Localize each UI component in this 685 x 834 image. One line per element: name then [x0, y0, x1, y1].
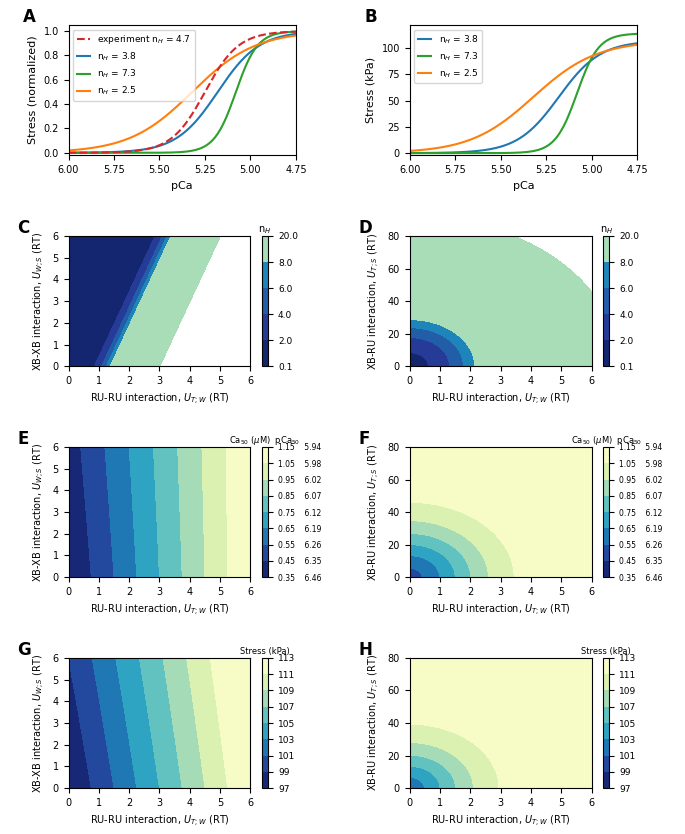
Title: n$_H$: n$_H$ — [599, 224, 613, 236]
Y-axis label: XB-RU interaction, $U_{T;S}$ (RT): XB-RU interaction, $U_{T;S}$ (RT) — [367, 655, 382, 791]
n$_H$ = 3.8 — [199, 108, 208, 118]
Legend: experiment n$_H$ = 4.7, n$_H$ = 3.8, n$_H$ = 7.3, n$_H$ = 2.5: experiment n$_H$ = 4.7, n$_H$ = 3.8, n$_… — [73, 29, 195, 101]
n$_H$ = 2.5 — [292, 31, 300, 41]
n$_H$ = 2.5 — [65, 145, 73, 155]
X-axis label: pCa: pCa — [512, 180, 534, 190]
Text: F: F — [359, 430, 370, 449]
n$_H$ = 3.8 — [292, 29, 300, 39]
n$_H$ = 2.5 — [540, 83, 549, 93]
n$_H$ = 7.3 — [203, 139, 212, 149]
Text: D: D — [359, 219, 373, 238]
Line: n$_H$ = 7.3: n$_H$ = 7.3 — [68, 32, 296, 153]
Line: n$_H$ = 3.8: n$_H$ = 3.8 — [410, 43, 637, 153]
n$_H$ = 7.3 — [597, 40, 606, 50]
X-axis label: RU-RU interaction, $U_{T;W}$ (RT): RU-RU interaction, $U_{T;W}$ (RT) — [431, 391, 571, 407]
n$_H$ = 2.5 — [203, 73, 212, 83]
n$_H$ = 2.5 — [545, 78, 553, 88]
experiment n$_H$ = 4.7 — [203, 82, 212, 92]
Text: A: A — [23, 8, 36, 27]
Title: n$_H$: n$_H$ — [258, 224, 272, 236]
n$_H$ = 3.8 — [203, 101, 212, 111]
Text: H: H — [359, 641, 373, 660]
Title: Stress (kPa): Stress (kPa) — [240, 646, 290, 656]
Y-axis label: XB-XB interaction, $U_{W;S}$ (RT): XB-XB interaction, $U_{W;S}$ (RT) — [32, 654, 47, 792]
n$_H$ = 3.8 — [545, 105, 553, 115]
experiment n$_H$ = 4.7 — [200, 89, 208, 99]
n$_H$ = 7.3 — [271, 29, 279, 39]
n$_H$ = 2.5 — [612, 43, 620, 53]
n$_H$ = 3.8 — [200, 107, 208, 117]
n$_H$ = 7.3 — [65, 148, 73, 158]
n$_H$ = 7.3 — [545, 140, 553, 150]
n$_H$ = 7.3 — [633, 29, 641, 39]
n$_H$ = 2.5 — [541, 82, 549, 92]
Text: C: C — [18, 219, 30, 238]
n$_H$ = 2.5 — [64, 145, 73, 155]
Line: n$_H$ = 2.5: n$_H$ = 2.5 — [68, 36, 296, 150]
experiment n$_H$ = 4.7 — [65, 148, 73, 158]
experiment n$_H$ = 4.7 — [292, 27, 300, 37]
n$_H$ = 3.8 — [406, 148, 414, 158]
Y-axis label: XB-RU interaction, $U_{T;S}$ (RT): XB-RU interaction, $U_{T;S}$ (RT) — [367, 233, 382, 369]
n$_H$ = 7.3 — [256, 38, 264, 48]
n$_H$ = 3.8 — [541, 110, 549, 120]
Y-axis label: XB-XB interaction, $U_{W;S}$ (RT): XB-XB interaction, $U_{W;S}$ (RT) — [32, 232, 47, 370]
Y-axis label: XB-XB interaction, $U_{W;S}$ (RT): XB-XB interaction, $U_{W;S}$ (RT) — [32, 443, 47, 581]
Text: B: B — [364, 8, 377, 27]
n$_H$ = 7.3 — [199, 142, 208, 152]
n$_H$ = 7.3 — [540, 143, 549, 153]
X-axis label: RU-RU interaction, $U_{T;W}$ (RT): RU-RU interaction, $U_{T;W}$ (RT) — [90, 602, 229, 617]
Y-axis label: Stress (kPa): Stress (kPa) — [366, 57, 376, 123]
n$_H$ = 3.8 — [271, 33, 279, 43]
X-axis label: RU-RU interaction, $U_{T;W}$ (RT): RU-RU interaction, $U_{T;W}$ (RT) — [431, 813, 571, 828]
n$_H$ = 2.5 — [597, 48, 606, 58]
X-axis label: RU-RU interaction, $U_{T;W}$ (RT): RU-RU interaction, $U_{T;W}$ (RT) — [90, 391, 229, 407]
n$_H$ = 3.8 — [64, 148, 73, 158]
n$_H$ = 2.5 — [200, 76, 208, 86]
experiment n$_H$ = 4.7 — [256, 31, 264, 41]
X-axis label: RU-RU interaction, $U_{T;W}$ (RT): RU-RU interaction, $U_{T;W}$ (RT) — [90, 813, 229, 828]
Text: E: E — [18, 430, 29, 449]
Legend: n$_H$ = 3.8, n$_H$ = 7.3, n$_H$ = 2.5: n$_H$ = 3.8, n$_H$ = 7.3, n$_H$ = 2.5 — [414, 29, 482, 83]
n$_H$ = 7.3 — [612, 32, 620, 42]
n$_H$ = 7.3 — [406, 148, 414, 158]
n$_H$ = 2.5 — [256, 39, 264, 49]
Y-axis label: XB-RU interaction, $U_{T;S}$ (RT): XB-RU interaction, $U_{T;S}$ (RT) — [367, 444, 382, 580]
experiment n$_H$ = 4.7 — [199, 90, 208, 100]
n$_H$ = 2.5 — [199, 77, 208, 87]
n$_H$ = 7.3 — [541, 143, 549, 153]
n$_H$ = 7.3 — [200, 142, 208, 152]
n$_H$ = 7.3 — [292, 27, 300, 37]
Title: Ca$_{50}$ ($\mu$M)  pCa$_{50}$: Ca$_{50}$ ($\mu$M) pCa$_{50}$ — [229, 434, 301, 447]
n$_H$ = 2.5 — [633, 40, 641, 50]
Line: experiment n$_H$ = 4.7: experiment n$_H$ = 4.7 — [68, 32, 296, 153]
experiment n$_H$ = 4.7 — [271, 28, 279, 38]
n$_H$ = 3.8 — [256, 40, 264, 50]
Title: Stress (kPa): Stress (kPa) — [582, 646, 631, 656]
n$_H$ = 2.5 — [406, 146, 414, 156]
experiment n$_H$ = 4.7 — [64, 148, 73, 158]
n$_H$ = 7.3 — [64, 148, 73, 158]
n$_H$ = 3.8 — [633, 38, 641, 48]
n$_H$ = 3.8 — [597, 48, 606, 58]
X-axis label: pCa: pCa — [171, 180, 193, 190]
n$_H$ = 3.8 — [65, 148, 73, 158]
n$_H$ = 3.8 — [540, 111, 549, 121]
Line: n$_H$ = 2.5: n$_H$ = 2.5 — [410, 45, 637, 151]
Y-axis label: Stress (normalized): Stress (normalized) — [28, 36, 38, 144]
n$_H$ = 7.3 — [406, 148, 414, 158]
Title: Ca$_{50}$ ($\mu$M)  pCa$_{50}$: Ca$_{50}$ ($\mu$M) pCa$_{50}$ — [571, 434, 642, 447]
Text: G: G — [18, 641, 32, 660]
n$_H$ = 3.8 — [406, 148, 414, 158]
n$_H$ = 3.8 — [612, 43, 620, 53]
n$_H$ = 2.5 — [271, 34, 279, 44]
Line: n$_H$ = 7.3: n$_H$ = 7.3 — [410, 34, 637, 153]
n$_H$ = 2.5 — [406, 146, 414, 156]
Line: n$_H$ = 3.8: n$_H$ = 3.8 — [68, 34, 296, 153]
X-axis label: RU-RU interaction, $U_{T;W}$ (RT): RU-RU interaction, $U_{T;W}$ (RT) — [431, 602, 571, 617]
